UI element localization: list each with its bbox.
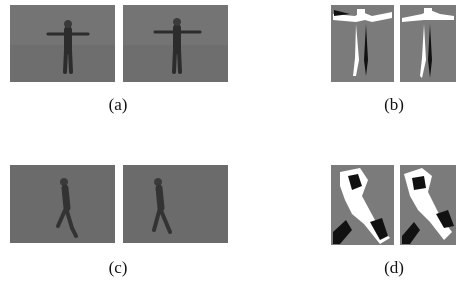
image-a2 <box>123 5 228 82</box>
image-d2 <box>400 165 456 245</box>
caption: (d) <box>384 258 404 278</box>
caption: (a) <box>109 95 128 115</box>
figure-images <box>0 0 460 283</box>
image-b2 <box>400 5 456 82</box>
figure: (a) (b) (c) (d) <box>0 0 460 283</box>
caption: (c) <box>109 258 128 278</box>
caption: (b) <box>384 95 404 115</box>
image-d1 <box>331 165 394 245</box>
image-a1 <box>10 5 115 82</box>
image-c1 <box>10 165 115 243</box>
image-b1 <box>331 5 394 82</box>
image-c2 <box>123 165 228 243</box>
